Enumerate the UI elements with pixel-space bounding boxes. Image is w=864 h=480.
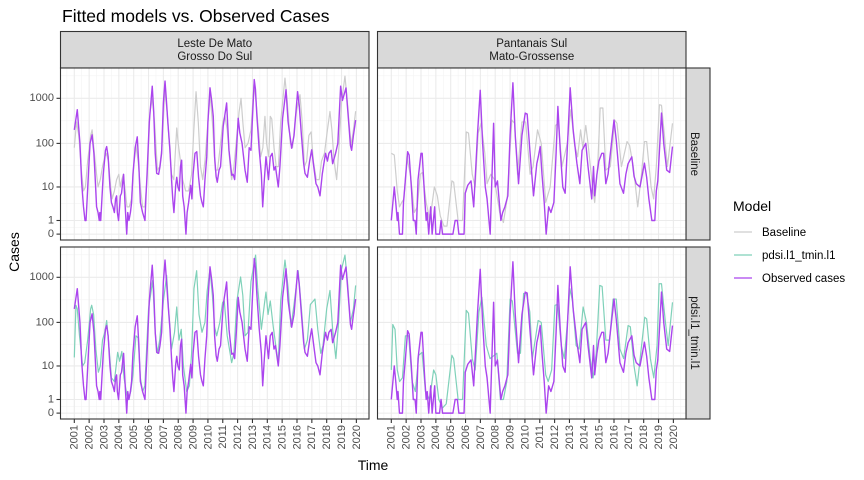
legend-title: Model <box>733 198 771 214</box>
x-tick-label: 2015 <box>594 425 606 449</box>
strip-label-line: Grosso Do Sul <box>177 51 252 63</box>
column-strip-right: Pantanais Sul Mato-Grossense <box>376 30 687 69</box>
legend-item-baseline: Baseline <box>734 227 806 239</box>
legend-label-baseline: Baseline <box>762 227 806 239</box>
series-line-observed-cases <box>73 257 357 414</box>
x-tick-label: 2016 <box>291 425 303 449</box>
x-tick-label: 2018 <box>321 425 333 449</box>
x-tick-label: 2012 <box>232 425 244 449</box>
x-tick-label: 2001 <box>386 425 398 449</box>
x-tick-label: 2018 <box>638 425 650 449</box>
x-tick-label: 2003 <box>98 425 110 449</box>
strip-label-line: Pantanais Sul <box>496 38 567 50</box>
panel-pdsi-pantanais <box>376 246 687 420</box>
x-tick-label: 2002 <box>401 425 413 449</box>
x-tick-label: 2016 <box>608 425 620 449</box>
x-tick-label: 2011 <box>534 425 546 449</box>
series-line-observed-cases <box>390 82 674 235</box>
series-line-pdsi-l1-tmin-l1 <box>390 283 674 409</box>
y-axis-title: Cases <box>6 232 22 272</box>
x-tick-label: 2007 <box>158 425 170 449</box>
x-tick-label: 2001 <box>69 425 81 449</box>
panel-pdsi-leste <box>59 246 370 420</box>
y-tick-label: 1000 <box>30 271 54 283</box>
x-tick-label: 2020 <box>351 425 363 449</box>
x-tick-label: 2004 <box>113 425 125 449</box>
panel-baseline-leste <box>59 67 370 241</box>
y-tick-label: 100 <box>36 316 54 328</box>
y-tick-label: 1 <box>48 214 54 226</box>
x-tick-label: 2014 <box>579 425 591 449</box>
legend-label-pdsi: pdsi.l1_tmin.l1 <box>762 250 836 262</box>
y-tick-label: 0 <box>48 407 54 419</box>
x-tick-label: 2008 <box>173 425 185 449</box>
series-line-observed-cases <box>390 261 674 414</box>
x-tick-label: 2013 <box>564 425 576 449</box>
panel-background <box>377 247 686 419</box>
panel-border <box>59 67 370 241</box>
series-line-baseline <box>391 104 674 227</box>
strip-label-baseline: Baseline <box>688 132 700 176</box>
panel-border <box>59 246 370 420</box>
x-tick-label: 2019 <box>336 425 348 449</box>
panels <box>59 67 687 420</box>
x-tick-label: 2010 <box>519 425 531 449</box>
x-tick-label: 2017 <box>623 425 635 449</box>
row-strip-bottom: pdsi.l1_tmin.l1 <box>685 246 711 420</box>
y-tick-label: 100 <box>36 137 54 149</box>
y-tick-label: 10 <box>42 360 54 372</box>
x-tick-label: 2017 <box>306 425 318 449</box>
x-tick-label: 2006 <box>460 425 472 449</box>
x-tick-label: 2014 <box>262 425 274 449</box>
x-tick-label: 2015 <box>277 425 289 449</box>
y-tick-label: 1 <box>48 393 54 405</box>
x-tick-label: 2002 <box>84 425 96 449</box>
x-tick-label: 2003 <box>415 425 427 449</box>
legend-label-observed: Observed cases <box>762 273 845 285</box>
chart-title: Fitted models vs. Observed Cases <box>62 6 330 26</box>
x-tick-label: 2019 <box>653 425 665 449</box>
panel-border <box>376 246 687 420</box>
x-tick-label: 2005 <box>445 425 457 449</box>
x-tick-label: 2020 <box>668 425 680 449</box>
panel-baseline-pantanais <box>376 67 687 241</box>
series-line-observed-cases <box>73 78 357 235</box>
strip-label-line: Leste De Mato <box>177 38 252 50</box>
x-tick-label: 2012 <box>549 425 561 449</box>
column-strip-left: Leste De Mato Grosso Do Sul <box>59 30 370 69</box>
x-tick-label: 2010 <box>202 425 214 449</box>
x-tick-label: 2011 <box>217 425 229 449</box>
x-tick-label: 2004 <box>430 425 442 449</box>
row-strip-top: Baseline <box>685 67 711 241</box>
x-tick-label: 2008 <box>490 425 502 449</box>
x-tick-label: 2009 <box>187 425 199 449</box>
legend-item-pdsi: pdsi.l1_tmin.l1 <box>734 250 836 262</box>
x-tick-label: 2009 <box>504 425 516 449</box>
x-tick-label: 2005 <box>128 425 140 449</box>
x-tick-label: 2013 <box>247 425 259 449</box>
strip-label-line: Mato-Grossense <box>489 51 574 63</box>
y-tick-label: 1000 <box>30 92 54 104</box>
panel-border <box>376 67 687 241</box>
legend: Model Baseline pdsi.l1_tmin.l1 Observed … <box>733 198 845 285</box>
y-tick-label: 0 <box>48 228 54 240</box>
panel-background <box>377 68 686 240</box>
x-axis-title: Time <box>358 457 389 473</box>
strip-label-pdsi: pdsi.l1_tmin.l1 <box>688 296 700 370</box>
x-tick-label: 2006 <box>143 425 155 449</box>
y-tick-label: 10 <box>42 181 54 193</box>
x-tick-label: 2007 <box>475 425 487 449</box>
legend-item-observed: Observed cases <box>734 273 845 285</box>
